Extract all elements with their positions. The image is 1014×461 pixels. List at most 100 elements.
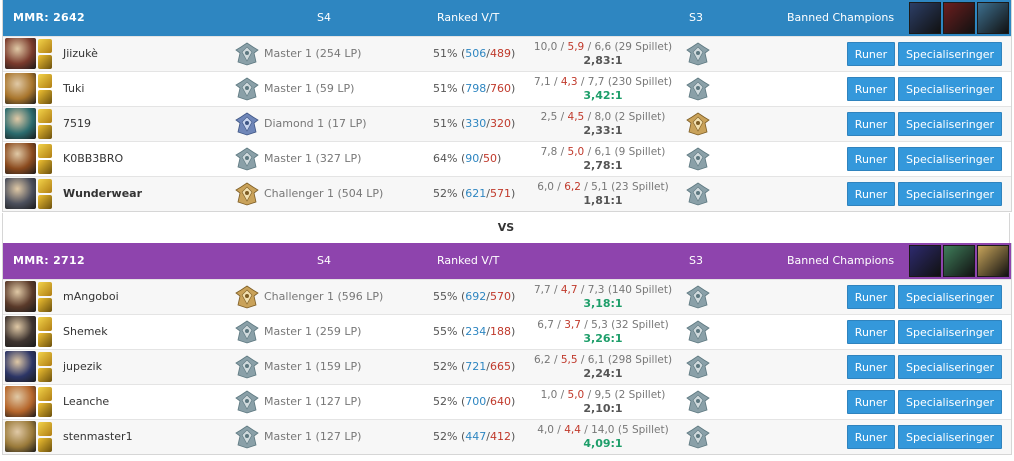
games-played: (32 Spillet) [611, 319, 669, 331]
champion-portrait-icon[interactable] [5, 386, 36, 417]
player-row: Jiizukè Master 1 (254 LP) 51% (506/489) 10,… [3, 36, 1011, 71]
summoner-spell-icon[interactable] [38, 55, 52, 69]
champion-portrait-icon[interactable] [5, 108, 36, 139]
runes-button[interactable]: Runer [847, 390, 895, 414]
runes-button[interactable]: Runer [847, 425, 895, 449]
master-tier-icon [234, 355, 260, 379]
runes-button[interactable]: Runer [847, 112, 895, 136]
summoner-spell-icon[interactable] [38, 403, 52, 417]
kills-avg: 7,1 [533, 76, 551, 88]
assists-avg: 5,1 [591, 181, 608, 193]
champion-portrait-icon[interactable] [5, 351, 36, 382]
summoner-spell-icon[interactable] [38, 317, 52, 331]
wins-count: 90 [465, 152, 480, 165]
summoner-spell-icon[interactable] [38, 39, 52, 53]
kda-line: 6,7 / 3,7 / 5,3 (32 Spillet) [537, 319, 669, 331]
player-name[interactable]: 7519 [63, 117, 91, 130]
games-played: (2 Spillet) [614, 111, 666, 123]
champion-portrait-icon[interactable] [5, 73, 36, 104]
player-name[interactable]: Tuki [63, 82, 85, 95]
summoner-spell-icon[interactable] [38, 282, 52, 296]
runes-button[interactable]: Runer [847, 147, 895, 171]
blue-team-table: MMR: 2642 S4 Ranked V/T S3 Banned Champions J… [2, 0, 1012, 212]
champion-portrait-icon[interactable] [5, 316, 36, 347]
specializations-button[interactable]: Specialiseringer [898, 425, 1002, 449]
diamond-tier-icon [234, 112, 260, 136]
team-header: MMR: 2712 S4 Ranked V/T S3 Banned Champions [3, 243, 1011, 279]
player-row: K0BB3BRO Master 1 (327 LP) 64% (90/50) 7,8 … [3, 141, 1011, 176]
player-name[interactable]: Shemek [63, 325, 108, 338]
summoner-spell-icon[interactable] [38, 160, 52, 174]
player-name[interactable]: K0BB3BRO [63, 152, 124, 165]
ranked-win-loss: 52% (721/665) [433, 360, 516, 373]
games-played: (29 Spillet) [614, 41, 673, 53]
summoner-spell-icon[interactable] [38, 333, 52, 347]
specializations-button[interactable]: Specialiseringer [898, 77, 1002, 101]
master-tier-icon [234, 320, 260, 344]
summoner-spell-icon[interactable] [38, 109, 52, 123]
player-name[interactable]: Leanche [63, 395, 110, 408]
ranked-win-loss: 52% (700/640) [433, 395, 516, 408]
summoner-spell-icon[interactable] [38, 298, 52, 312]
master-tier-icon [685, 182, 711, 206]
player-name[interactable]: jupezik [63, 360, 102, 373]
summoner-spell-icon[interactable] [38, 422, 52, 436]
nidalee-portrait-icon[interactable] [943, 245, 975, 277]
champion-portrait-icon[interactable] [5, 38, 36, 69]
player-name[interactable]: Jiizukè [63, 47, 98, 60]
summoner-spell-icon[interactable] [38, 438, 52, 452]
summoner-spell-icon[interactable] [38, 387, 52, 401]
specializations-button[interactable]: Specialiseringer [898, 355, 1002, 379]
kda-stats: 2,5 / 4,5 / 8,0 (2 Spillet) 2,33:1 [508, 110, 698, 138]
summoner-spell-icon[interactable] [38, 195, 52, 209]
blitzcrank-portrait-icon[interactable] [977, 2, 1009, 34]
specializations-button[interactable]: Specialiseringer [898, 320, 1002, 344]
kda-stats: 6,7 / 3,7 / 5,3 (32 Spillet) 3,26:1 [508, 318, 698, 346]
champion-portrait-icon[interactable] [5, 281, 36, 312]
kills-avg: 10,0 [533, 41, 558, 53]
runes-button[interactable]: Runer [847, 355, 895, 379]
losses-count: 665 [489, 360, 511, 373]
wins-count: 798 [465, 82, 487, 95]
champion-portrait-icon[interactable] [5, 421, 36, 452]
wins-count: 621 [465, 187, 487, 200]
champion-portrait-icon[interactable] [5, 178, 36, 209]
summoner-spell-icon[interactable] [38, 125, 52, 139]
player-name[interactable]: stenmaster1 [63, 430, 133, 443]
runes-button[interactable]: Runer [847, 285, 895, 309]
runes-button[interactable]: Runer [847, 182, 895, 206]
runes-button[interactable]: Runer [847, 42, 895, 66]
runes-button[interactable]: Runer [847, 77, 895, 101]
kda-line: 1,0 / 5,0 / 9,5 (2 Spillet) [540, 389, 666, 401]
champion-portrait-icon[interactable] [5, 143, 36, 174]
versus-label: VS [2, 213, 1010, 243]
specializations-button[interactable]: Specialiseringer [898, 42, 1002, 66]
specializations-button[interactable]: Specialiseringer [898, 112, 1002, 136]
summoner-spell-icon[interactable] [38, 90, 52, 104]
runes-button[interactable]: Runer [847, 320, 895, 344]
summoner-spell-icon[interactable] [38, 179, 52, 193]
player-name[interactable]: mAngoboi [63, 290, 119, 303]
kda-line: 7,7 / 4,7 / 7,3 (140 Spillet) [533, 284, 673, 296]
summoner-spell-icon[interactable] [38, 352, 52, 366]
yasuo-portrait-icon[interactable] [909, 2, 941, 34]
kda-line: 7,1 / 4,3 / 7,7 (230 Spillet) [533, 76, 673, 88]
ranked-win-loss: 64% (90/50) [433, 152, 502, 165]
player-name[interactable]: Wunderwear [63, 187, 143, 200]
specializations-button[interactable]: Specialiseringer [898, 147, 1002, 171]
summoner-spell-icon[interactable] [38, 144, 52, 158]
s4-tier-label: Master 1 (159 LP) [264, 360, 362, 373]
deaths-avg: 5,0 [567, 389, 585, 401]
lux-portrait-icon[interactable] [977, 245, 1009, 277]
wins-count: 234 [465, 325, 487, 338]
zed-portrait-icon[interactable] [943, 2, 975, 34]
specializations-button[interactable]: Specialiseringer [898, 390, 1002, 414]
wins-count: 700 [465, 395, 487, 408]
summoner-spell-icon[interactable] [38, 74, 52, 88]
kda-stats: 7,1 / 4,3 / 7,7 (230 Spillet) 3,42:1 [508, 75, 698, 103]
kassadin-portrait-icon[interactable] [909, 245, 941, 277]
specializations-button[interactable]: Specialiseringer [898, 182, 1002, 206]
specializations-button[interactable]: Specialiseringer [898, 285, 1002, 309]
summoner-spell-icon[interactable] [38, 368, 52, 382]
games-played: (23 Spillet) [611, 181, 669, 193]
